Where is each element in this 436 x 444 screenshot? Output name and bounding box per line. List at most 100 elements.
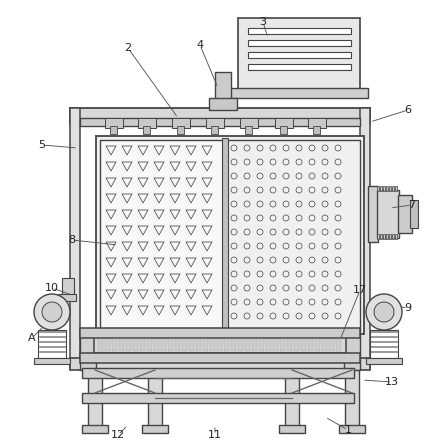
- Bar: [82, 425, 108, 433]
- Bar: [240, 118, 258, 128]
- Bar: [377, 190, 399, 238]
- Bar: [147, 339, 152, 351]
- Bar: [211, 126, 218, 134]
- Bar: [119, 339, 124, 351]
- Bar: [96, 136, 364, 334]
- Bar: [70, 108, 370, 124]
- Bar: [377, 186, 379, 191]
- Bar: [70, 358, 370, 370]
- Bar: [398, 195, 412, 233]
- Bar: [203, 339, 208, 351]
- Bar: [259, 339, 264, 351]
- Bar: [82, 393, 354, 403]
- Bar: [386, 234, 388, 239]
- Bar: [275, 118, 293, 128]
- Bar: [313, 126, 320, 134]
- Bar: [206, 118, 224, 128]
- Bar: [196, 339, 201, 351]
- Bar: [154, 339, 159, 351]
- Bar: [301, 339, 306, 351]
- Bar: [133, 339, 138, 351]
- Bar: [266, 339, 271, 351]
- Text: 7: 7: [409, 200, 416, 210]
- Bar: [336, 339, 341, 351]
- Text: 1: 1: [344, 425, 351, 435]
- Bar: [280, 339, 285, 351]
- Bar: [308, 339, 313, 351]
- Bar: [383, 186, 385, 191]
- Bar: [189, 339, 194, 351]
- Bar: [217, 339, 222, 351]
- Circle shape: [42, 302, 62, 322]
- Bar: [228, 88, 368, 98]
- Bar: [143, 126, 150, 134]
- Text: 8: 8: [68, 235, 75, 245]
- Bar: [226, 140, 360, 330]
- Bar: [392, 186, 394, 191]
- Bar: [80, 118, 360, 126]
- Text: 13: 13: [385, 377, 399, 387]
- Bar: [138, 118, 156, 128]
- Circle shape: [34, 294, 70, 330]
- Bar: [248, 28, 351, 34]
- Bar: [175, 339, 180, 351]
- Text: 6: 6: [405, 105, 412, 115]
- Bar: [238, 18, 360, 90]
- Bar: [80, 353, 360, 363]
- Bar: [370, 330, 398, 358]
- Bar: [231, 339, 236, 351]
- Bar: [315, 339, 320, 351]
- Bar: [395, 234, 397, 239]
- Bar: [380, 234, 382, 239]
- Bar: [280, 126, 287, 134]
- Bar: [366, 358, 402, 364]
- Bar: [105, 118, 123, 128]
- Text: 9: 9: [405, 303, 412, 313]
- Bar: [389, 186, 391, 191]
- Bar: [395, 186, 397, 191]
- Bar: [377, 234, 379, 239]
- Bar: [82, 368, 354, 378]
- Bar: [215, 72, 231, 108]
- Bar: [368, 186, 378, 242]
- Bar: [98, 339, 103, 351]
- Text: 2: 2: [124, 43, 132, 53]
- Text: 10: 10: [45, 283, 59, 293]
- Bar: [80, 330, 96, 370]
- Bar: [248, 52, 351, 58]
- Bar: [308, 118, 326, 128]
- Bar: [245, 126, 252, 134]
- Bar: [386, 186, 388, 191]
- Bar: [140, 339, 145, 351]
- Bar: [105, 339, 110, 351]
- Text: 17: 17: [353, 285, 367, 295]
- Bar: [110, 126, 117, 134]
- Bar: [222, 138, 228, 332]
- Bar: [344, 330, 360, 370]
- Bar: [345, 370, 359, 430]
- Bar: [360, 108, 370, 368]
- Text: 12: 12: [111, 430, 125, 440]
- Bar: [88, 370, 102, 430]
- Bar: [62, 278, 74, 296]
- Bar: [392, 234, 394, 239]
- Bar: [112, 339, 117, 351]
- Bar: [248, 40, 351, 46]
- Text: 4: 4: [197, 40, 204, 50]
- Bar: [329, 339, 334, 351]
- Bar: [245, 339, 250, 351]
- Text: 3: 3: [259, 17, 266, 27]
- Bar: [38, 330, 66, 358]
- Bar: [34, 358, 70, 364]
- Bar: [285, 370, 299, 430]
- Bar: [80, 328, 360, 338]
- Bar: [161, 339, 166, 351]
- Bar: [177, 126, 184, 134]
- Bar: [224, 339, 229, 351]
- Bar: [182, 339, 187, 351]
- Bar: [294, 339, 299, 351]
- Bar: [248, 64, 351, 70]
- Bar: [410, 200, 418, 228]
- Bar: [94, 337, 346, 353]
- Bar: [273, 339, 278, 351]
